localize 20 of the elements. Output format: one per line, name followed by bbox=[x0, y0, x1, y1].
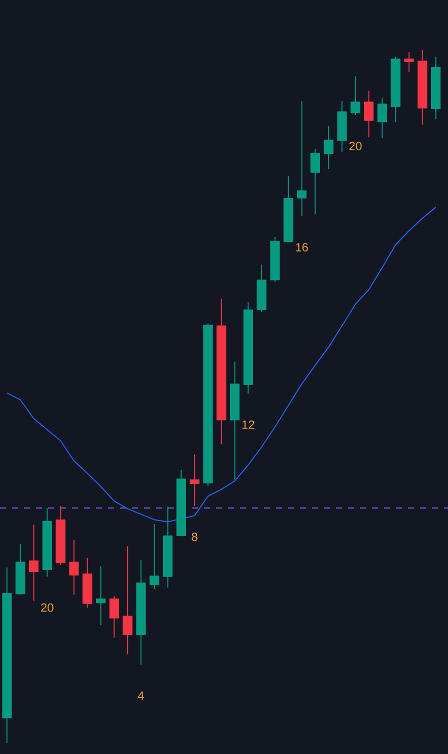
text: 20 bbox=[41, 603, 54, 612]
text: 12 bbox=[242, 420, 254, 429]
text: 16 bbox=[296, 242, 308, 252]
candlestick bbox=[28, 524, 39, 602]
candlestick bbox=[96, 566, 106, 626]
text: 4 bbox=[138, 691, 144, 700]
candlestick bbox=[122, 546, 132, 655]
candlestick bbox=[310, 148, 320, 215]
candlestick bbox=[296, 100, 307, 217]
candlestick bbox=[324, 126, 334, 170]
candlestick bbox=[190, 454, 200, 506]
candlestick bbox=[377, 97, 388, 138]
candlestick bbox=[150, 523, 160, 590]
text: 20 bbox=[349, 142, 362, 150]
candlestick bbox=[109, 595, 119, 638]
candlestick bbox=[69, 539, 79, 596]
candlestick bbox=[404, 51, 414, 73]
text: 8 bbox=[192, 532, 198, 542]
candlestick bbox=[350, 76, 360, 116]
candlestick bbox=[364, 90, 374, 138]
